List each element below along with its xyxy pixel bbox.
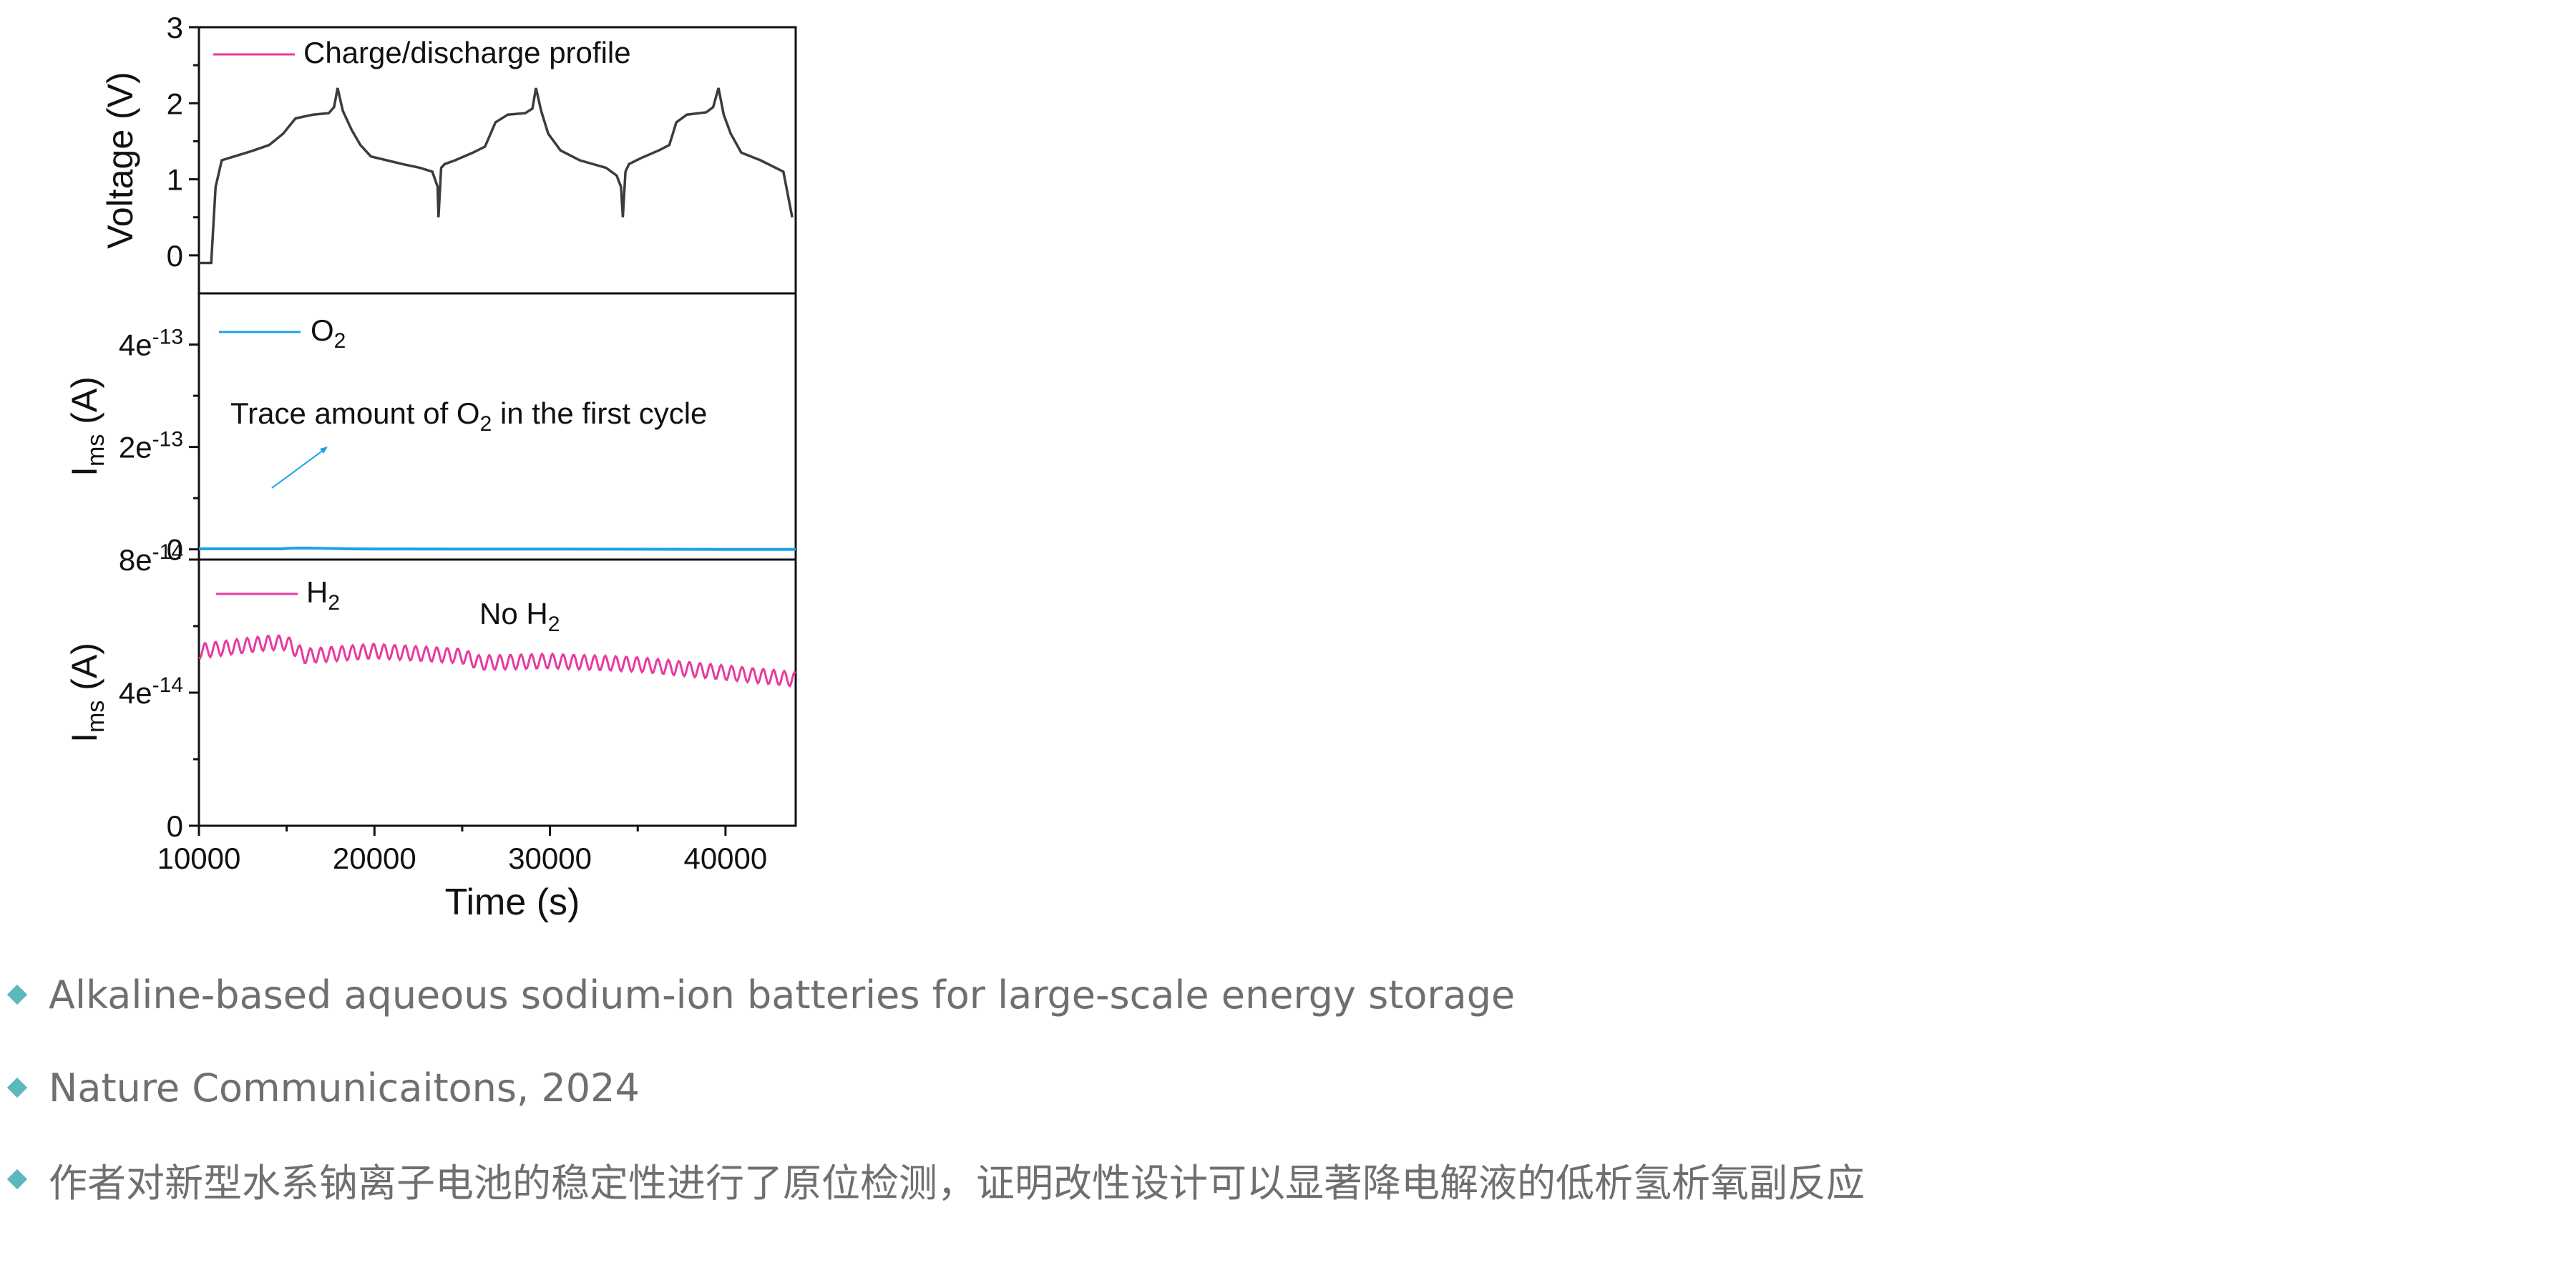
voltage-series-line [199,87,794,265]
h2-y-axis-label: Ims (A) [64,643,109,743]
diamond-bullet-icon [6,1169,28,1190]
voltage-legend-label: Charge/discharge profile [303,36,631,69]
o2-annotation-arrow [271,447,327,489]
h2-y-ticks: 0 4e-14 8e-14 [119,540,199,843]
y-tick-label: 4e-14 [119,673,183,710]
voltage-y-axis-label: Voltage (V) [100,72,140,248]
voltage-y-ticks: 0 1 2 3 [167,11,199,273]
o2-series-line [199,546,796,551]
y-tick-label: 8e-14 [119,540,183,577]
bullet-text: 作者对新型水系钠离子电池的稳定性进行了原位检测，证明改性设计可以显著降电解液的低… [49,1160,1865,1206]
bullet-text: Nature Communicaitons, 2024 [49,1065,640,1111]
bullet-item: Nature Communicaitons, 2024 [0,1059,640,1116]
h2-annotation-text: No H2 [479,597,560,636]
o2-legend-label: O2 [311,313,346,353]
diamond-bullet-icon [6,984,28,1005]
y-tick-label: 0 [167,809,183,843]
x-axis-label: Time (s) [445,882,580,923]
x-tick-label: 30000 [508,841,592,875]
bullet-text: Alkaline-based aqueous sodium-ion batter… [49,972,1516,1018]
y-tick-label: 1 [167,163,183,197]
y-tick-label: 4e-13 [119,326,183,362]
o2-annotation-arrowhead [320,447,328,454]
y-tick-label: 3 [167,11,183,44]
x-axis-ticks: 10000 20000 30000 40000 [157,826,767,875]
y-tick-label: 2e-13 [119,428,183,464]
stacked-line-chart: 0 1 2 3 0 2e-13 4e-13 0 4e-14 8e-14 10000 20000 3… [64,11,797,923]
h2-legend-label: H2 [306,575,340,615]
o2-y-axis-label: Ims (A) [64,376,109,477]
o2-annotation-text: Trace amount of O2 in the first cycle [230,396,707,436]
bullet-item: 作者对新型水系钠离子电池的稳定性进行了原位检测，证明改性设计可以显著降电解液的低… [0,1151,1865,1208]
x-tick-label: 40000 [683,841,767,875]
diamond-bullet-icon [6,1077,28,1098]
h2-series-line [198,634,796,688]
x-tick-label: 10000 [157,841,241,875]
y-tick-label: 0 [167,239,183,273]
x-tick-label: 20000 [333,841,416,875]
bullet-item: Alkaline-based aqueous sodium-ion batter… [0,966,1515,1023]
y-tick-label: 2 [167,87,183,120]
y-tick-label: 0 [167,533,183,567]
o2-y-ticks: 0 2e-13 4e-13 [119,326,199,567]
